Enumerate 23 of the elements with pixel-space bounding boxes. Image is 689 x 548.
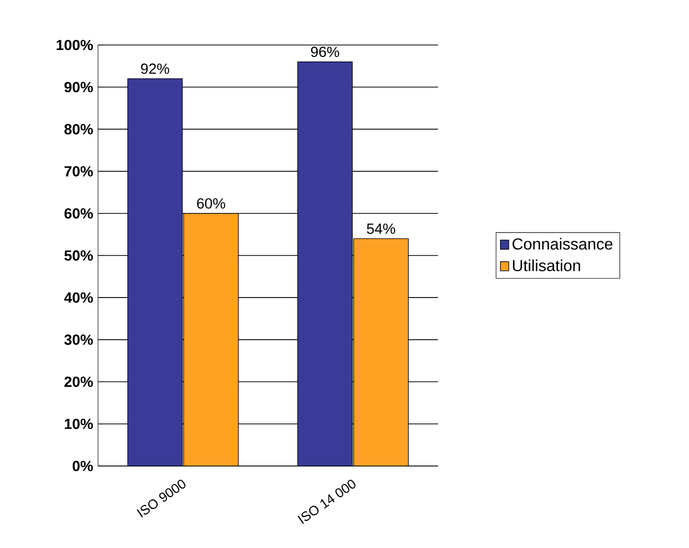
y-tick-label: 30% [64,334,93,345]
data-label: 96% [311,46,340,58]
data-label: 92% [141,64,170,74]
y-tick-label: 70% [64,166,93,176]
y-tick-label: 100% [56,40,93,50]
y-tick-label: 40% [64,292,93,303]
y-tick-label: 0% [72,460,93,472]
bar [183,213,239,466]
y-tick-label: 20% [64,376,93,387]
bar [297,61,353,466]
bar [353,238,409,466]
legend-label: Connaissance [512,238,612,250]
data-label: 54% [366,224,396,234]
y-tick-label: 50% [64,250,93,261]
y-tick-label: 80% [64,124,93,134]
bar [127,78,183,466]
y-tick-label: 90% [64,82,93,92]
legend-label: Utilisation [512,259,580,272]
x-tick-label: ISO 9000 [136,480,186,518]
y-tick-label: 60% [64,208,93,219]
y-tick-label: 10% [64,418,93,430]
x-tick-label: ISO 14 000 [298,480,356,524]
data-label: 60% [197,198,226,209]
